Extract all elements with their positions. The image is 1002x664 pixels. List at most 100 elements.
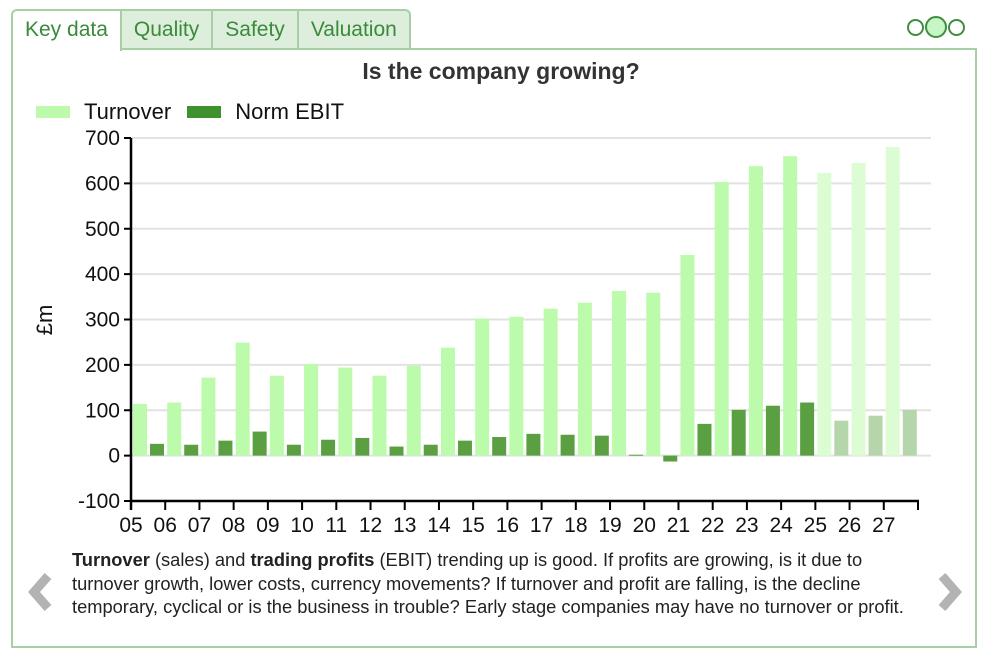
legend-swatch-ebit: [187, 106, 222, 118]
bar-ebit: [697, 423, 712, 456]
y-tick-label: 600: [85, 172, 120, 195]
x-tick-label: 15: [461, 514, 484, 537]
grid-lines: [131, 137, 931, 457]
legend-item-ebit: Norm EBIT: [187, 99, 344, 125]
bar-turnover: [269, 375, 284, 456]
x-tick-label: 19: [598, 514, 621, 537]
bar-ebit: [663, 455, 678, 462]
bar-turnover: [475, 318, 490, 456]
x-tick-label: 12: [359, 514, 382, 537]
x-tick-label: 05: [119, 514, 142, 537]
x-tick-label: 17: [530, 514, 553, 537]
legend-swatch-turnover: [36, 106, 70, 118]
tab-quality[interactable]: Quality: [119, 9, 214, 49]
x-tick-label: 13: [393, 514, 416, 537]
bar-turnover: [783, 156, 798, 456]
page-dot-1[interactable]: [907, 18, 924, 36]
x-tick-label: 10: [290, 514, 313, 537]
y-tick-label: -100: [78, 490, 120, 513]
bar-ebit: [834, 420, 849, 456]
tab-safety[interactable]: Safety: [211, 9, 299, 49]
legend-label-ebit: Norm EBIT: [235, 99, 345, 124]
y-tick-label: 0: [108, 445, 120, 468]
bar-turnover: [543, 308, 558, 456]
chart-description: Turnover (sales) and trading profits (EB…: [72, 548, 932, 619]
bar-ebit: [218, 440, 233, 456]
bar-turnover: [338, 367, 353, 456]
legend-item-turnover: Turnover: [36, 99, 171, 125]
bar-turnover: [851, 162, 866, 456]
bar-turnover: [133, 403, 147, 456]
x-tick-label: 21: [667, 514, 690, 537]
x-tick-label: 09: [256, 514, 279, 537]
x-tick-label: 24: [769, 514, 793, 537]
bar-turnover: [577, 302, 592, 456]
y-tick-label: 300: [85, 309, 120, 332]
bar-turnover: [372, 375, 387, 456]
x-tick-label: 11: [325, 514, 347, 537]
bar-ebit: [286, 444, 301, 456]
chevron-right-icon: [938, 573, 962, 611]
chevron-left-icon: [28, 573, 52, 611]
x-tick-label: 23: [735, 514, 758, 537]
x-tick-label: 08: [222, 514, 245, 537]
bar-ebit: [765, 405, 780, 456]
bar-ebit: [150, 443, 164, 456]
y-tick-label: 500: [85, 218, 120, 241]
bar-ebit: [321, 439, 336, 456]
bar-turnover: [509, 316, 524, 456]
bar-ebit: [423, 444, 438, 456]
page-indicator: [907, 16, 965, 38]
x-tick-label: 20: [633, 514, 656, 537]
bar-turnover: [680, 255, 695, 456]
bar-ebit: [594, 435, 609, 456]
x-tick-label: 27: [872, 514, 895, 537]
desc-bold-turnover: Turnover: [72, 549, 150, 570]
desc-text-2: (EBIT) trending up is good. If profits a…: [72, 549, 904, 617]
y-axis-label: £m: [32, 305, 57, 336]
x-tick-label: 14: [427, 514, 451, 537]
bar-turnover: [440, 347, 455, 456]
bar-ebit: [868, 415, 883, 456]
x-tick-label: 22: [701, 514, 724, 537]
page-dot-3[interactable]: [948, 18, 965, 36]
bar-turnover: [885, 147, 900, 456]
bar-turnover: [406, 365, 421, 456]
desc-text-1: (sales) and: [149, 549, 251, 570]
bar-turnover: [817, 172, 832, 456]
x-tick-label: 06: [154, 514, 177, 537]
page-dot-2[interactable]: [925, 16, 947, 38]
x-tick-label: 16: [496, 514, 519, 537]
chart-panel: [11, 48, 977, 648]
bar-turnover: [201, 377, 216, 456]
chart-legend: Turnover Norm EBIT: [36, 99, 360, 125]
x-tick-label: 07: [188, 514, 211, 537]
desc-bold-profits: trading profits: [250, 549, 375, 570]
bar-ebit: [355, 437, 370, 456]
x-tick-label: 18: [564, 514, 587, 537]
bar-ebit: [457, 440, 472, 456]
bar-turnover: [612, 290, 627, 456]
bar-ebit: [492, 437, 507, 456]
bar-ebit: [902, 409, 917, 456]
bar-ebit: [629, 454, 644, 456]
bar-ebit: [560, 434, 575, 456]
bar-turnover: [748, 166, 763, 456]
next-button[interactable]: [930, 570, 970, 614]
legend-label-turnover: Turnover: [84, 99, 172, 124]
bar-ebit: [800, 402, 815, 456]
chart-title: Is the company growing?: [362, 58, 640, 84]
bar-ebit: [184, 444, 199, 456]
tab-key-data[interactable]: Key data: [11, 9, 122, 51]
bar-ebit: [731, 409, 746, 456]
prev-button[interactable]: [22, 570, 62, 614]
tab-valuation[interactable]: Valuation: [296, 9, 411, 49]
y-tick-label: 400: [85, 263, 120, 286]
bar-turnover: [167, 402, 182, 456]
axes: -100 0 100 200 300 400 500 600 700 05 06 07 08 09 10 11…: [78, 127, 919, 537]
y-tick-label: 700: [85, 127, 120, 150]
tab-bar: Key data Quality Safety Valuation: [11, 9, 411, 51]
y-tick-label: 200: [85, 354, 120, 377]
x-tick-label: 25: [804, 514, 827, 537]
